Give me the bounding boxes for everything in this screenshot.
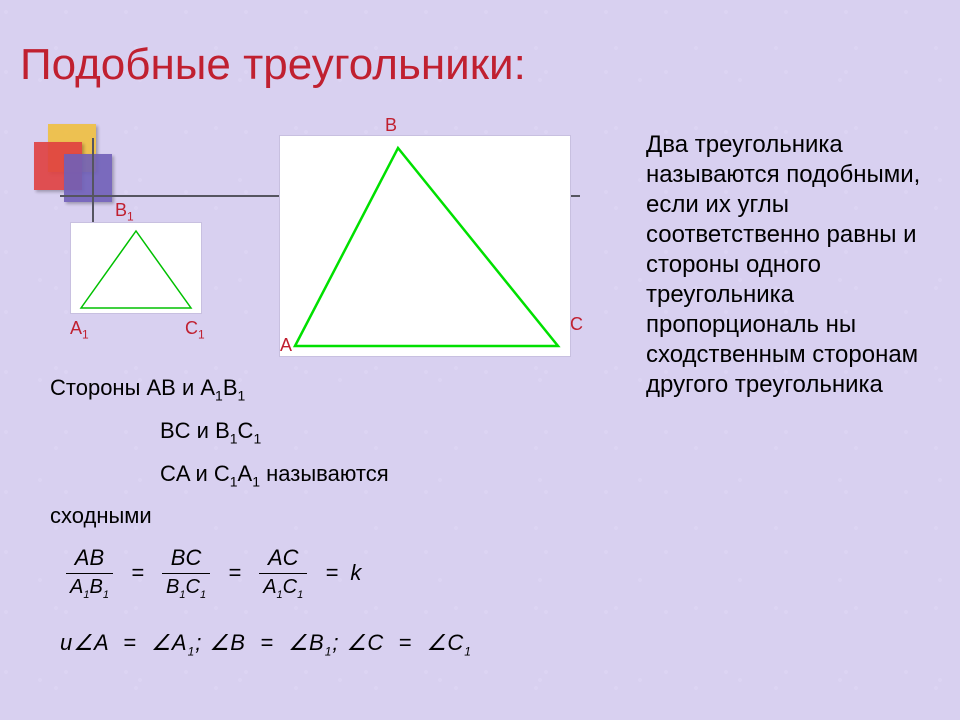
frac-AC: AC A1C1: [259, 545, 307, 601]
page-title: Подобные треугольники:: [20, 40, 526, 90]
frac-BC: BC B1C1: [162, 545, 210, 601]
label-C: C: [570, 314, 583, 335]
triangle-small-shape: [81, 231, 191, 308]
slide: Подобные треугольники: B1 A1 C1 B A C Ст…: [0, 0, 960, 720]
deco-squares: [30, 120, 125, 200]
sides-line-1: Стороны AB и A1B1: [50, 370, 389, 407]
triangle-big-svg: [280, 136, 570, 356]
eq-3: =: [325, 560, 338, 585]
triangle-small-panel: [70, 222, 202, 314]
label-A: A: [280, 335, 292, 356]
label-B1: B1: [115, 200, 134, 224]
angles-equality: u∠A = ∠A1; ∠B = ∠B1; ∠C = ∠C1: [60, 630, 472, 658]
sides-line-3: CA и C1A1 называются: [50, 456, 389, 493]
definition-text: Два треугольника называются подобными, е…: [646, 130, 936, 400]
sides-line-2: BC и B1C1: [50, 413, 389, 450]
sides-line-4: сходными: [50, 498, 389, 533]
label-C1: C1: [185, 318, 205, 342]
sides-text: Стороны AB и A1B1 BC и B1C1 CA и C1A1 на…: [50, 370, 389, 540]
ratio-formula: AB A1B1 = BC B1C1 = AC A1C1 = k: [60, 545, 361, 601]
label-A1: A1: [70, 318, 89, 342]
triangle-big-panel: [279, 135, 571, 357]
deco-vertical-line: [92, 138, 94, 233]
triangle-big-shape: [295, 148, 558, 346]
frac-AB: AB A1B1: [66, 545, 113, 601]
label-B: B: [385, 115, 397, 136]
eq-2: =: [228, 560, 241, 585]
eq-1: =: [131, 560, 144, 585]
triangle-small-svg: [71, 223, 201, 313]
ratio-k: k: [350, 560, 361, 585]
